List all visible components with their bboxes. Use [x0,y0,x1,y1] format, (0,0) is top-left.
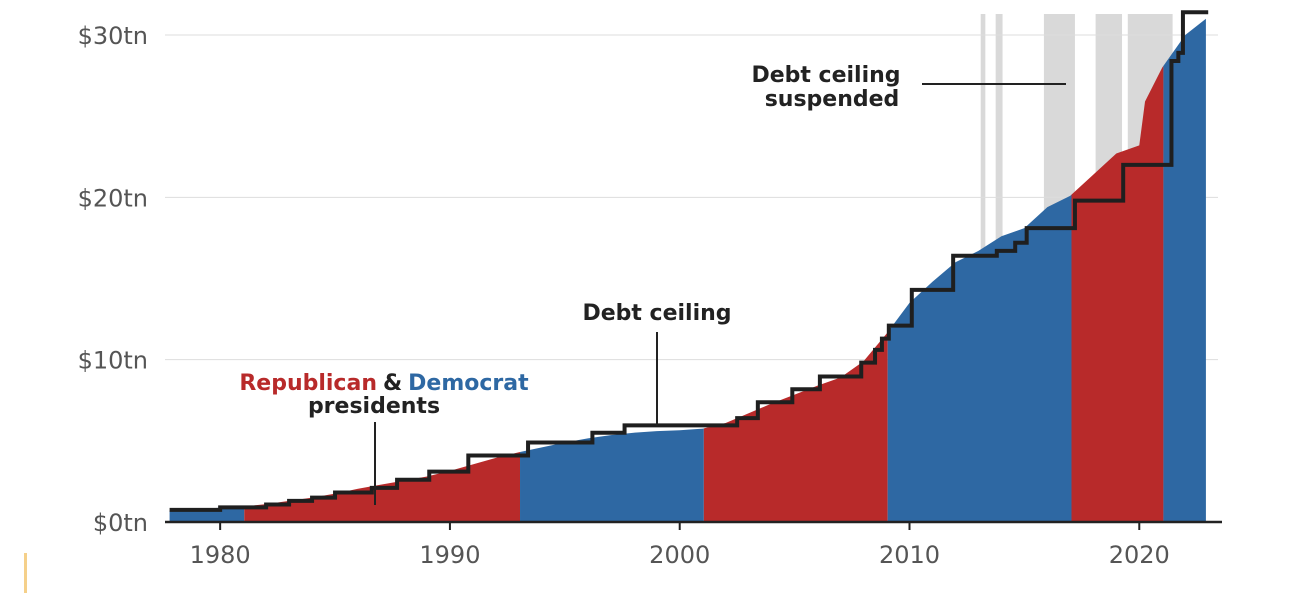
debt-ceiling-series [169,10,1209,512]
debt-ceiling-line [169,10,1209,512]
y-tick-label-2: $20tn [78,184,148,212]
legend-presidents: presidents [308,394,440,419]
x-tick-label-1: 1990 [419,541,480,569]
y-tick-label-1: $10tn [78,347,148,375]
ceiling-label: Debt ceiling [582,301,731,326]
presidency-area-2-democrat [520,428,704,522]
presidency-area-5-republican [1071,65,1164,523]
presidency-area-3-republican [703,332,888,522]
x-tick-label-0: 1980 [190,541,251,569]
x-tick-label-2: 2000 [649,541,710,569]
annotations: Debt ceiling suspended Debt ceiling Repu… [239,63,1066,505]
y-tick-label-0: $0tn [93,509,148,537]
suspended-label-line2: suspended [765,87,900,112]
corner-mark [24,553,27,593]
presidency-area-6-democrat [1163,18,1206,523]
legend-republican: Republican [239,371,377,396]
suspended-label-line1: Debt ceiling [751,63,900,88]
x-tick-label-3: 2010 [879,541,940,569]
legend-line1: Republican & Democrat [239,371,529,396]
x-tick-label-4: 2020 [1109,541,1170,569]
axes: $0tn $10tn $20tn $30tn 1980 1990 2000 2010 2020 [78,22,1222,569]
y-tick-label-3: $30tn [78,22,148,50]
legend-amp: & [383,371,402,396]
presidency-area-4-democrat [887,194,1072,522]
legend-democrat: Democrat [408,371,529,396]
debt-area [169,18,1206,523]
